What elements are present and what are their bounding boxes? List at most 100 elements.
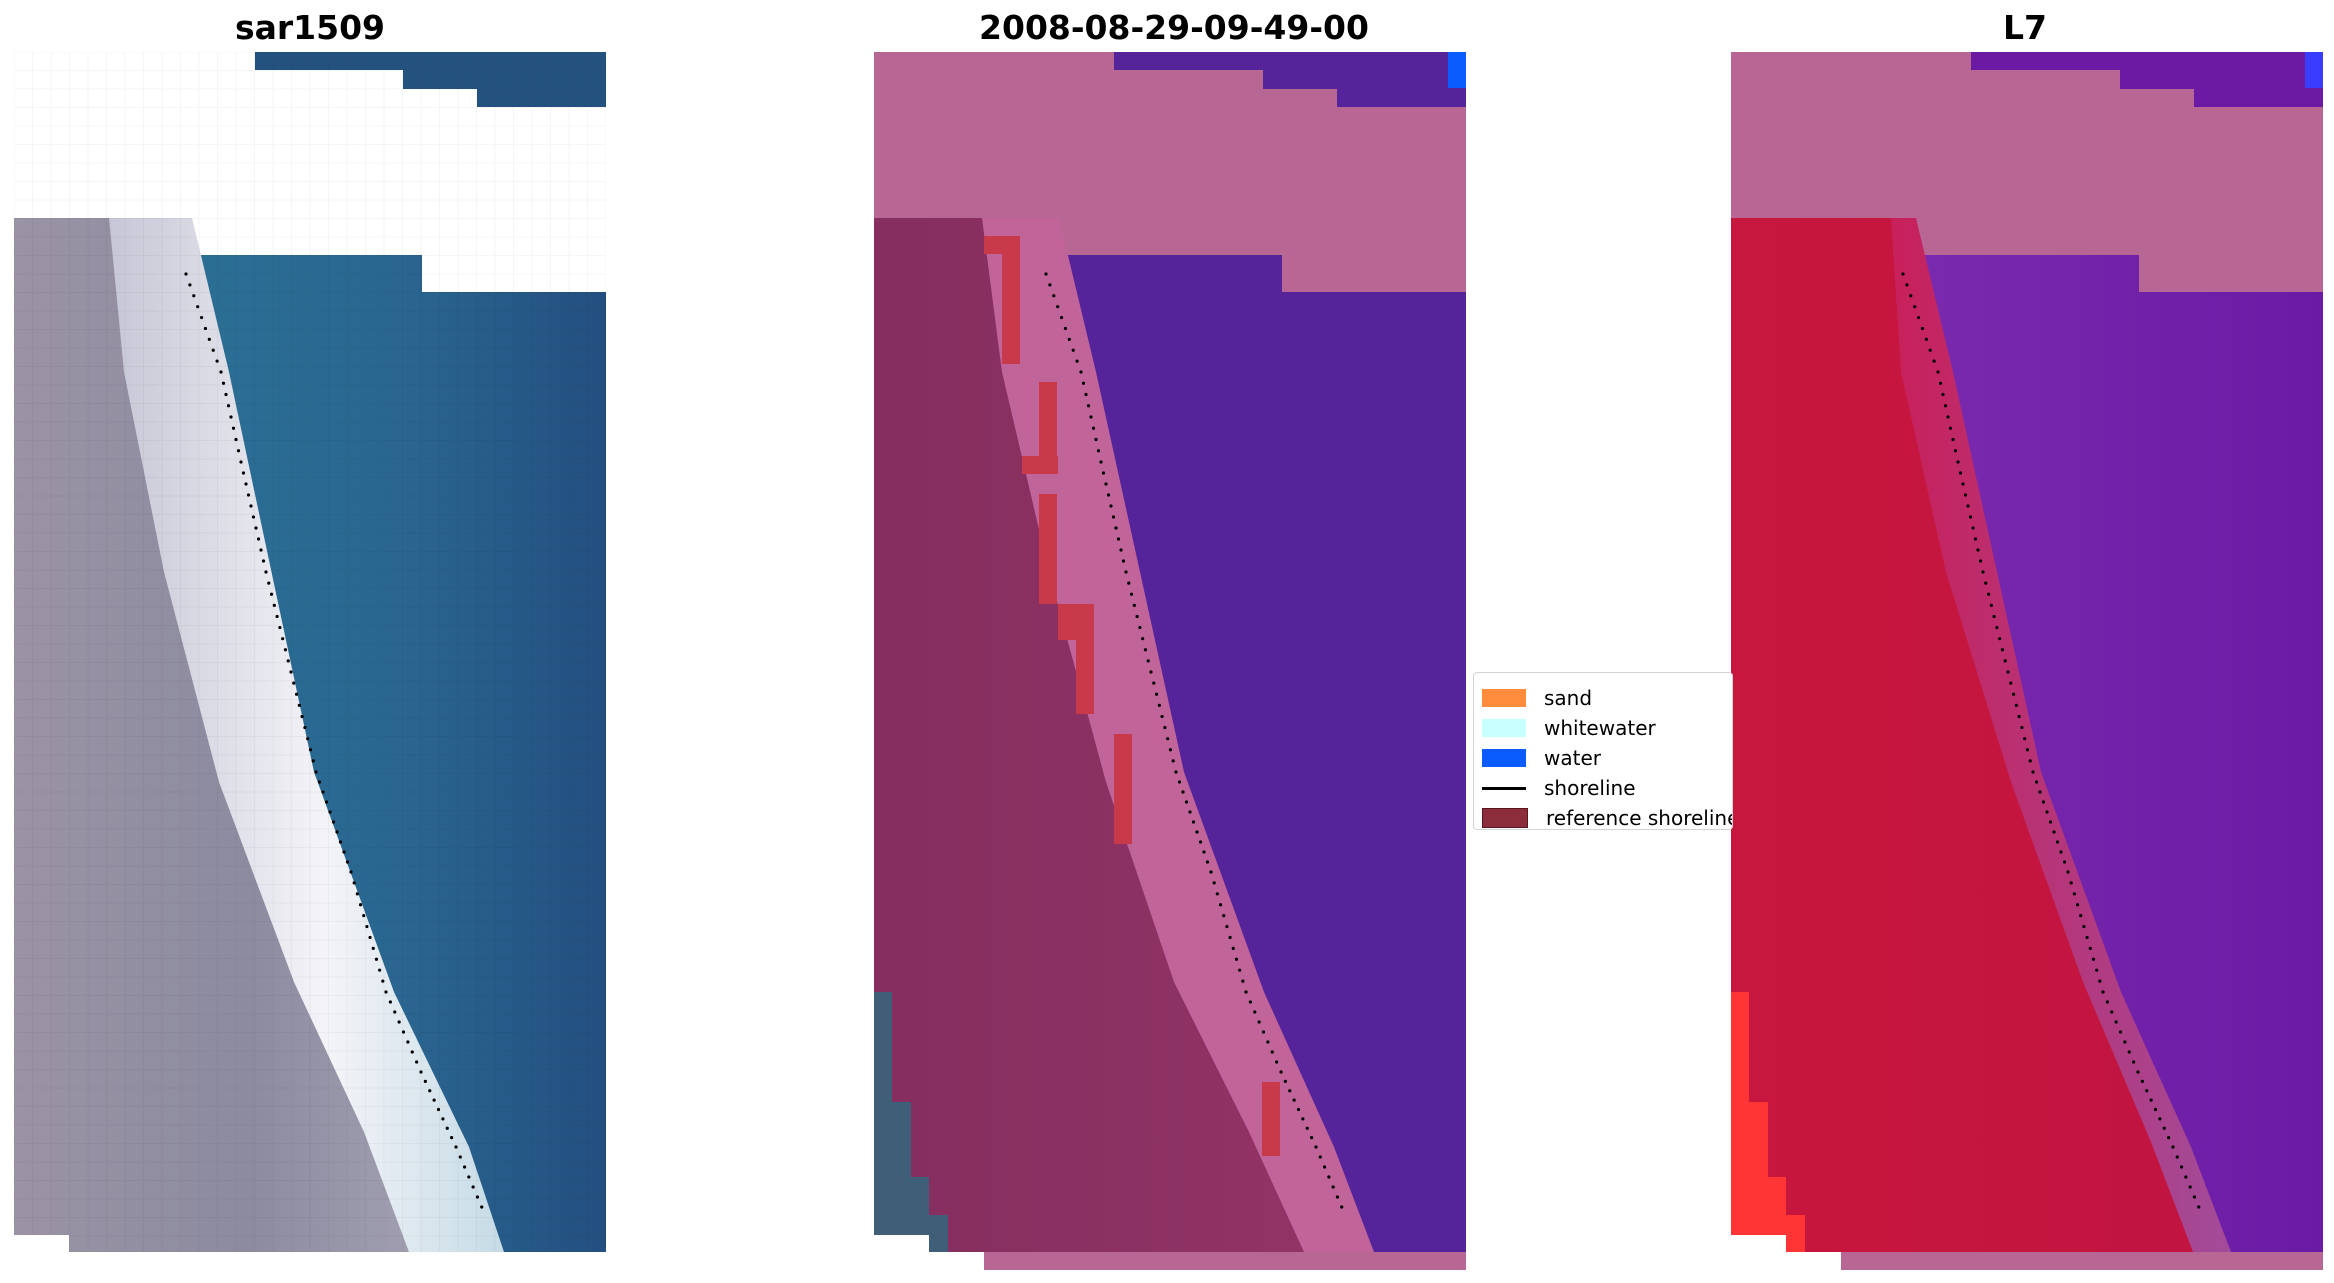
shoreline-dot [1195,830,1199,834]
shoreline-dot [261,559,266,563]
shoreline-dot [406,1040,410,1044]
shoreline-dot [1119,548,1123,552]
shoreline-dot [278,625,282,630]
beach-band [1891,218,2231,1252]
shoreline-dot [207,337,211,341]
shoreline-dot [368,935,372,940]
shoreline-dot [2175,1155,2179,1159]
shoreline-dot [2020,725,2024,730]
shoreline-dot [1191,820,1196,824]
shoreline-dot [283,648,288,652]
shoreline-dot [1228,935,1232,940]
shoreline-dot [1205,860,1210,864]
shoreline-dot [1218,903,1223,907]
shoreline-dot [2114,1020,2118,1024]
water-top-strip [1114,52,1466,107]
shoreline-dot [289,670,293,674]
shoreline-dot [374,957,379,961]
shoreline-dot [2123,1040,2127,1044]
shoreline-dot [1984,581,1988,585]
legend-line-shoreline [1482,786,1526,790]
shoreline-dot [1231,946,1235,950]
legend-swatch-water [1482,749,1526,767]
shoreline-dot [2025,748,2030,752]
shoreline-dot [1978,559,1983,563]
shoreline-dot [1257,1020,1261,1024]
shoreline-dot [1241,979,1245,983]
legend-label-whitewater: whitewater [1544,716,1656,740]
shoreline-dot [1052,294,1056,298]
legend-item-sand: sand [1482,686,1592,710]
shoreline-dot [1138,625,1142,630]
shoreline-dot [441,1117,445,1121]
shoreline-dot [2136,1070,2140,1074]
shoreline-dot [462,1165,467,1169]
shoreline-dot [2009,681,2013,685]
shoreline-dot [381,979,385,983]
shoreline-dot [1275,1060,1279,1064]
shoreline-dot [1111,515,1116,519]
shoreline-dot [2011,692,2016,696]
shoreline-dot [241,471,246,475]
shoreline-dot [2069,881,2073,885]
shoreline-dot [328,810,332,814]
shoreline-dot [1056,305,1060,309]
shoreline-dot [1106,493,1111,497]
shoreline-dot [1116,537,1121,541]
shoreline-dot [338,840,343,844]
shoreline-dots [1901,272,2201,1209]
shoreline-dot [324,800,329,804]
shoreline-dot [419,1070,423,1074]
shoreline-dot [1971,526,1975,530]
shoreline-dot [2059,850,2063,854]
shoreline-dot [1104,482,1108,486]
shoreline-dot [1305,1126,1309,1130]
shoreline-dot [1215,892,1219,896]
shoreline-dot [355,892,359,896]
shoreline-dot [1168,748,1173,752]
shoreline-dot [234,437,238,442]
shoreline-dot [281,637,285,641]
shoreline-dot [432,1098,436,1102]
shoreline-dot [249,504,253,508]
shoreline-dot [1905,283,1909,287]
shoreline-dot [1283,1079,1287,1083]
shoreline-dot [2048,820,2053,824]
shoreline-dot [236,449,241,453]
legend-item-water: water [1482,746,1601,770]
shoreline-dot [297,703,301,707]
shoreline-dot [335,830,339,834]
shoreline-dot [1157,703,1161,707]
shoreline-dot [1989,603,1993,607]
shoreline-dot [1976,548,1980,552]
shoreline-dot [188,283,192,287]
shoreline-dot [1091,426,1096,430]
shoreline-dot [2023,737,2027,741]
shoreline-dot [1143,648,1148,652]
shoreline-dot [423,1079,427,1083]
shoreline-dot [259,548,263,552]
shoreline-dot [1067,337,1071,341]
shoreline-dot [1936,370,1940,374]
shoreline-dot [224,392,228,397]
shoreline-dot [2149,1098,2153,1102]
shoreline-dot [1963,493,1968,497]
shoreline-dot [314,770,318,774]
shoreline-dot [1086,404,1091,408]
shoreline-dot [192,294,196,298]
shoreline-dot [1261,1030,1266,1034]
shoreline-dot [1916,315,1921,320]
shoreline-dot [1202,850,1206,854]
shoreline-dot [2162,1126,2166,1130]
bright-red-patch [1731,992,1805,1252]
shoreline-dot [2184,1175,2188,1179]
shoreline-dot [311,759,315,763]
shoreline-dot [1966,504,1970,508]
shoreline-dot [1998,637,2002,641]
shoreline-dot [1920,326,1925,331]
shoreline-dot [471,1185,475,1189]
shoreline-dot [1314,1145,1318,1149]
shoreline-dot [2034,780,2039,784]
shoreline-dot [345,860,350,864]
shoreline-dot [2088,946,2092,950]
